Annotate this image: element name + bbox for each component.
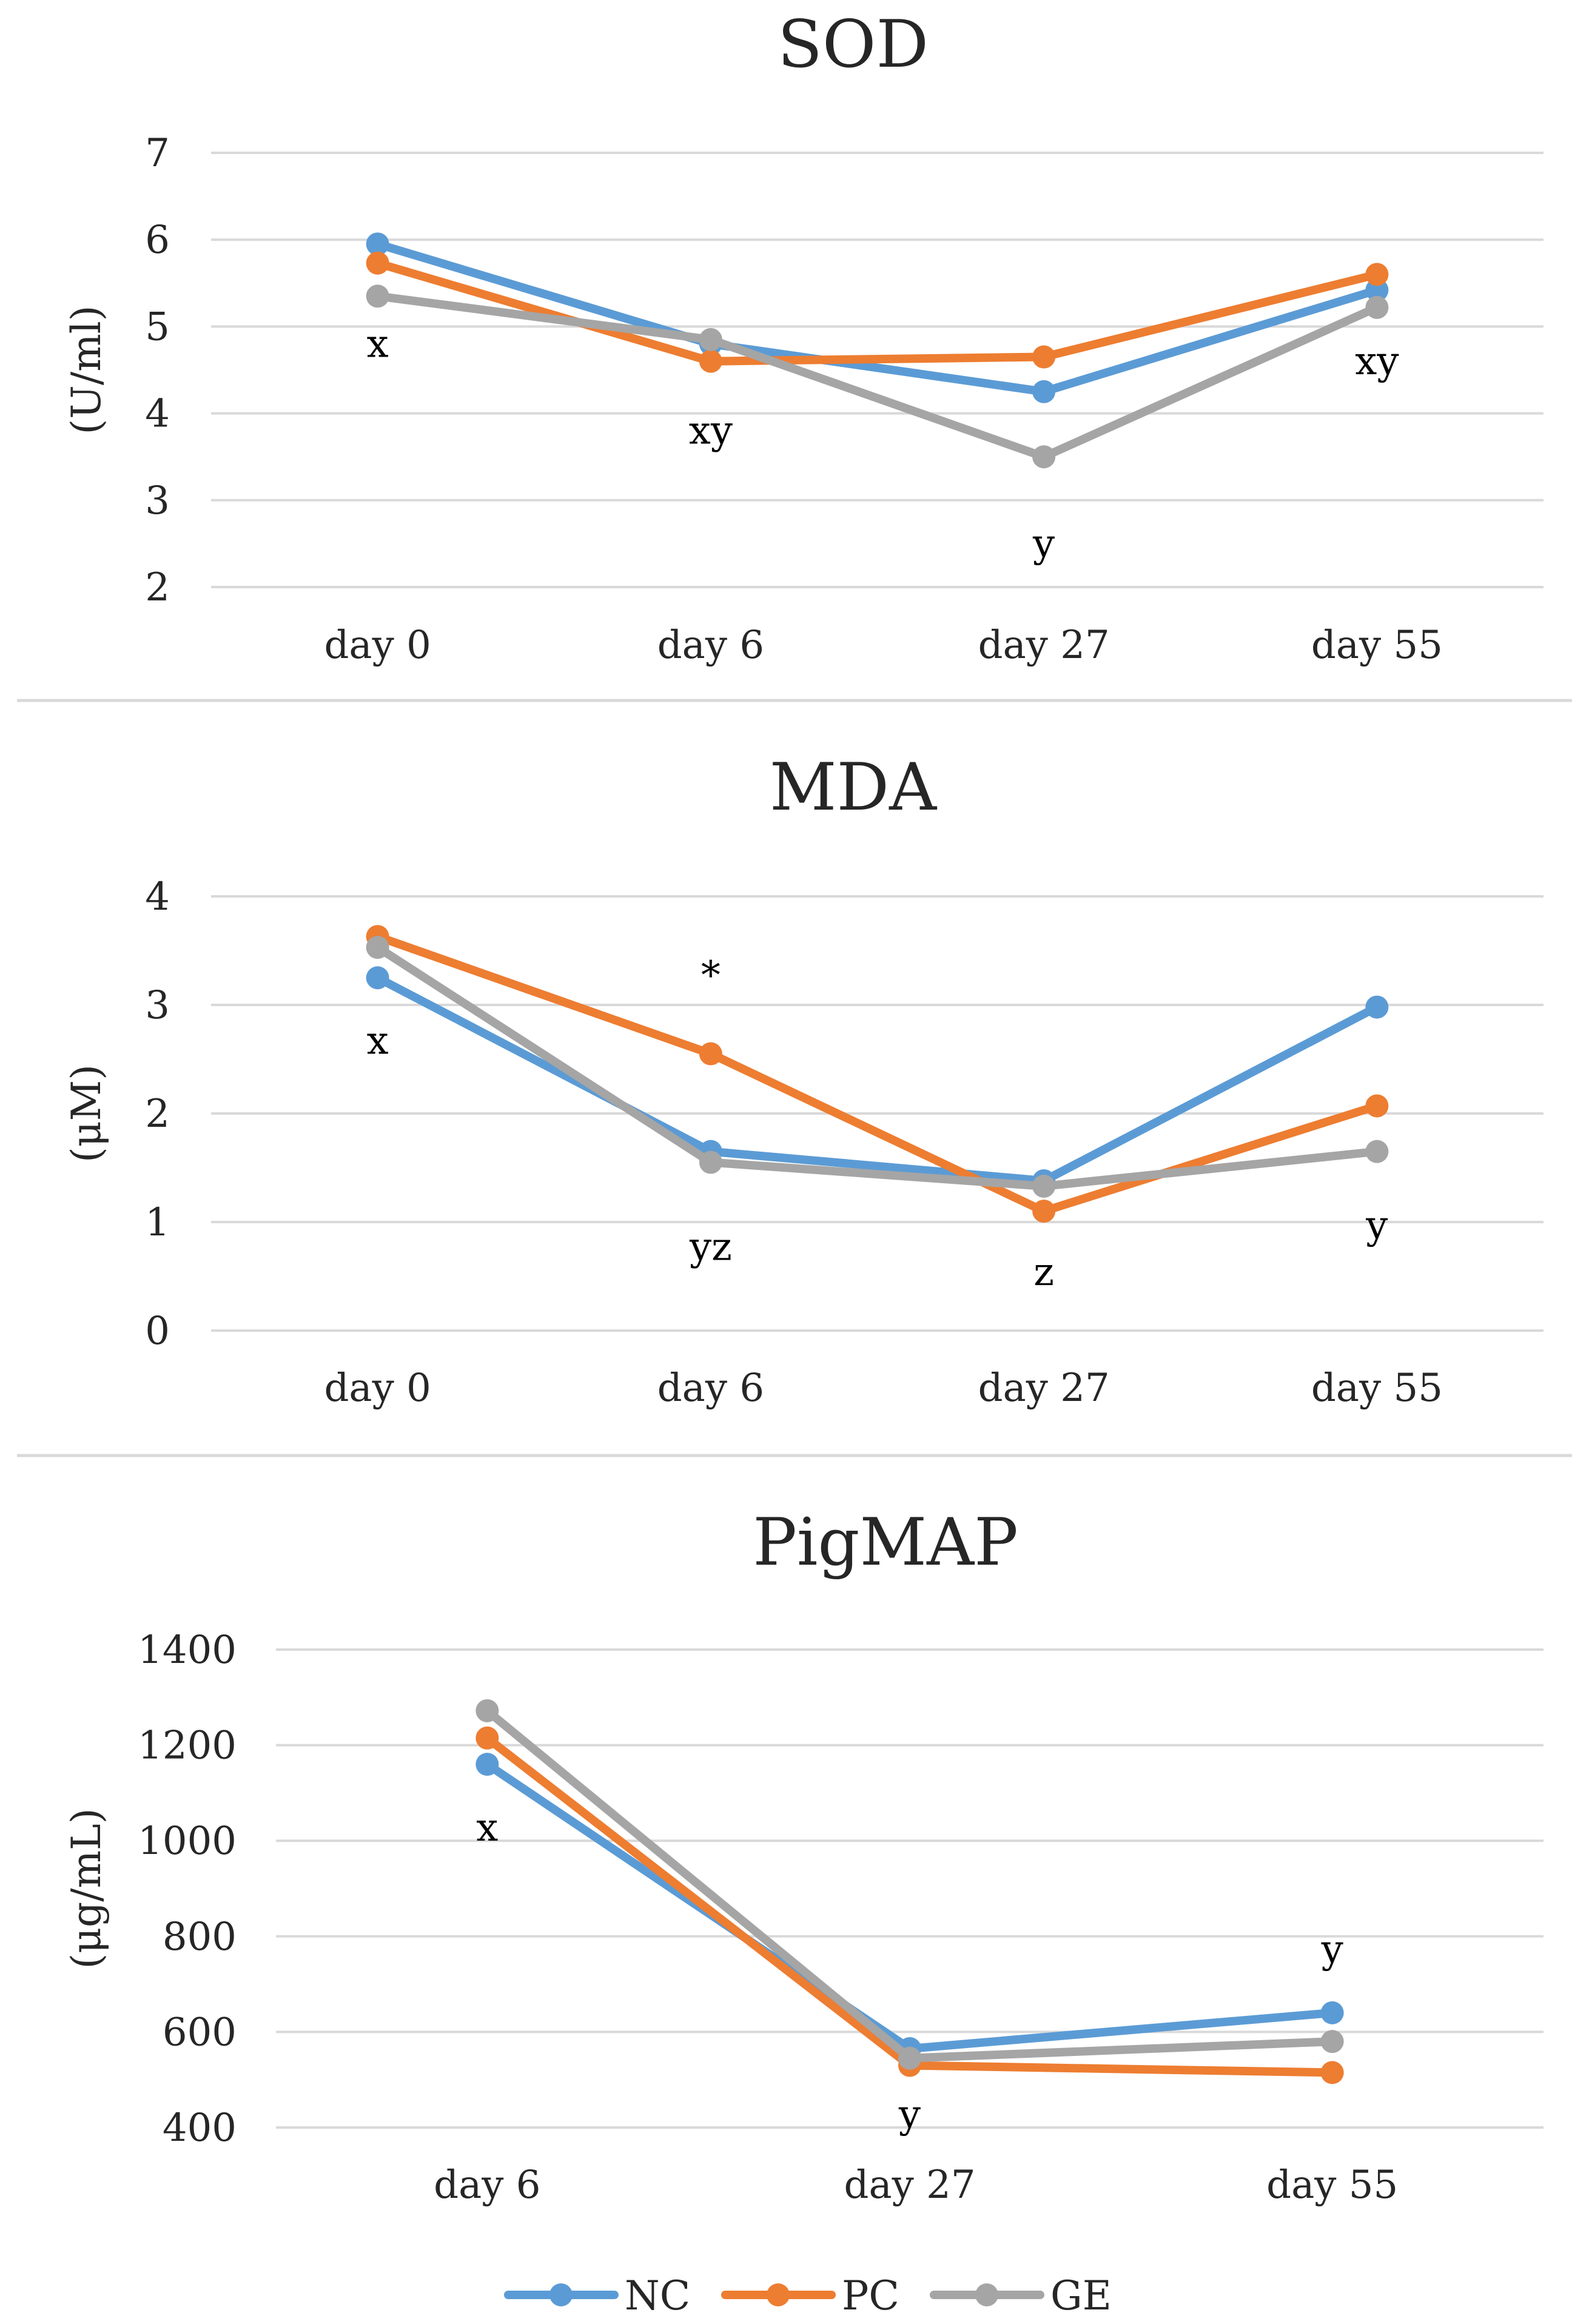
mda-series-line-nc [373, 973, 1382, 1185]
mda-x-tick-label: day 6 [657, 1366, 764, 1411]
mda-data-point-pc [1032, 1200, 1056, 1223]
mda-y-tick-label: 3 [145, 983, 170, 1028]
mda-significance-letter: x [367, 1019, 389, 1064]
pigmap-x-tick-label: day 27 [844, 2163, 975, 2208]
legend-label-ge: GE [1050, 2272, 1112, 2319]
mda-x-tick-label: day 27 [978, 1366, 1110, 1411]
pigmap-significance-letter: x [476, 1805, 498, 1850]
sod-data-point-nc [1032, 380, 1056, 403]
mda-data-point-pc [699, 1042, 722, 1066]
mda-y-tick-label: 4 [145, 875, 170, 919]
sod-x-tick-label: day 27 [978, 623, 1110, 668]
mda-y-tick-label: 2 [145, 1092, 170, 1137]
pigmap-title: PigMAP [753, 1505, 1018, 1580]
pigmap-y-tick-label: 400 [163, 2106, 237, 2151]
chart-mda: MDA 0 1 2 3 4 (μM) day 0 day 6 day 27 day 55 x * yz z y [63, 750, 1544, 1411]
sod-y-axis-label: (U/ml) [63, 305, 110, 434]
chart-sod: SOD 2 3 4 5 6 7 (U/ml) day 0 day 6 day 27 day 55 x xy… [63, 7, 1544, 668]
sod-significance-letter: y [1032, 522, 1055, 566]
mda-significance-letter: * [701, 953, 721, 998]
mda-data-point-ge [1032, 1174, 1056, 1198]
sod-y-tick-label: 3 [145, 479, 170, 523]
mda-significance-letter: yz [689, 1225, 732, 1270]
sod-data-point-ge [1365, 295, 1389, 319]
mda-data-point-ge [366, 936, 389, 959]
mda-significance-letter: y [1365, 1203, 1388, 1248]
pigmap-y-axis-label: (μg/mL) [63, 1808, 110, 1969]
pigmap-y-tick-label: 800 [163, 1915, 237, 1960]
sod-y-tick-label: 2 [145, 565, 170, 610]
mda-x-tick-label: day 55 [1311, 1366, 1443, 1411]
sod-data-point-pc [699, 349, 722, 373]
sod-data-point-ge [366, 284, 389, 308]
pigmap-data-point-ge [1320, 2030, 1344, 2054]
legend-label-pc: PC [842, 2272, 899, 2319]
legend-marker-pc [767, 2283, 790, 2306]
legend: NC PC GE [504, 2272, 1112, 2319]
pigmap-significance-letter: y [1321, 1927, 1343, 1972]
sod-data-point-ge [699, 327, 722, 351]
pigmap-data-point-ge [475, 1699, 499, 1722]
pigmap-y-tick-label: 1400 [138, 1628, 237, 1673]
pigmap-data-point-nc [475, 1753, 499, 1776]
chart-pigmap: PigMAP 400 600 800 1000 1200 1400 (μg/mL) day 6 d… [63, 1505, 1544, 2208]
legend-marker-nc [549, 2283, 573, 2306]
mda-data-point-ge [1365, 1140, 1389, 1163]
sod-significance-letter: x [367, 322, 389, 367]
pigmap-y-tick-label: 1200 [138, 1724, 237, 1768]
pigmap-data-point-nc [1320, 2001, 1344, 2024]
pigmap-significance-letter: y [898, 2092, 921, 2137]
mda-data-point-ge [699, 1150, 722, 1174]
mda-series-line-pc [373, 932, 1382, 1216]
sod-significance-letter: xy [689, 409, 733, 454]
sod-title: SOD [778, 7, 929, 82]
legend-label-nc: NC [625, 2272, 690, 2319]
mda-title: MDA [770, 750, 938, 825]
sod-series-line-ge [373, 292, 1382, 462]
legend-marker-ge [975, 2283, 998, 2306]
pigmap-y-tick-label: 600 [163, 2010, 237, 2055]
pigmap-data-point-pc [1320, 2061, 1344, 2084]
sod-y-tick-label: 6 [145, 218, 170, 263]
mda-y-tick-label: 0 [145, 1309, 170, 1354]
mda-data-point-nc [366, 966, 389, 990]
pigmap-series-line-ge [483, 1706, 1337, 2063]
sod-y-tick-label: 5 [145, 304, 170, 349]
sod-x-tick-label: day 0 [324, 623, 431, 668]
pigmap-y-tick-label: 1000 [138, 1819, 237, 1864]
pigmap-series-line-nc [483, 1760, 1337, 2053]
sod-data-point-ge [1032, 445, 1056, 469]
sod-y-tick-label: 4 [145, 392, 170, 437]
sod-data-point-pc [1365, 263, 1389, 286]
sod-x-tick-label: day 6 [657, 623, 764, 668]
mda-y-tick-label: 1 [145, 1200, 170, 1245]
mda-y-axis-label: (μM) [63, 1064, 110, 1163]
pigmap-x-tick-label: day 55 [1266, 2163, 1398, 2208]
sod-series-line-nc [373, 240, 1382, 396]
sod-x-tick-label: day 55 [1311, 623, 1443, 668]
pigmap-data-point-ge [898, 2046, 921, 2070]
mda-x-tick-label: day 0 [324, 1366, 431, 1411]
mda-significance-letter: z [1033, 1250, 1054, 1295]
sod-data-point-pc [1032, 345, 1056, 369]
mda-series-line-ge [373, 943, 1382, 1191]
pigmap-data-point-pc [475, 1726, 499, 1750]
mda-data-point-pc [1365, 1094, 1389, 1118]
sod-data-point-nc [366, 232, 389, 256]
sod-series-line-pc [373, 258, 1382, 366]
sod-data-point-pc [366, 251, 389, 275]
sod-significance-letter: xy [1355, 339, 1399, 384]
mda-data-point-nc [1365, 995, 1389, 1019]
sod-y-tick-label: 7 [145, 131, 170, 176]
pigmap-x-tick-label: day 6 [434, 2163, 540, 2208]
